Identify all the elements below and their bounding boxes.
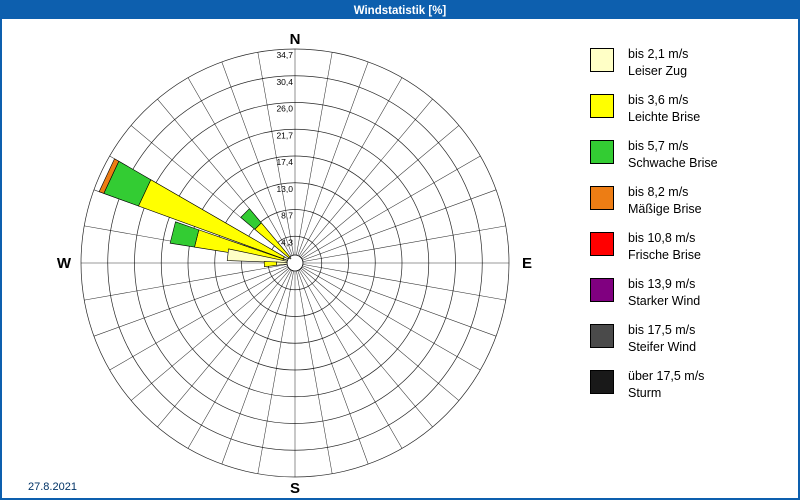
- legend-text: bis 5,7 m/s Schwache Brise: [628, 138, 718, 172]
- grid-spoke: [294, 155, 481, 264]
- grid-spoke: [294, 61, 369, 264]
- radial-tick-label: 17,4: [276, 157, 293, 167]
- legend-item: bis 3,6 m/s Leichte Brise: [590, 92, 790, 126]
- grid-spoke: [294, 262, 433, 428]
- legend-speed-label: bis 8,2 m/s: [628, 185, 689, 199]
- grid-spoke: [257, 262, 296, 474]
- compass-label-w: W: [57, 255, 72, 272]
- legend-item: bis 8,2 m/s Mäßige Brise: [590, 184, 790, 218]
- legend-speed-label: bis 13,9 m/s: [628, 277, 696, 291]
- radial-tick-label: 21,7: [276, 130, 293, 140]
- radial-tick-label: 13,0: [276, 184, 293, 194]
- petal-segment: [98, 158, 120, 194]
- radial-tick-label: 34,7: [276, 50, 293, 60]
- grid-spoke: [294, 262, 369, 465]
- radial-tick-label: 26,0: [276, 104, 293, 114]
- grid-spoke: [294, 77, 403, 264]
- grid-spoke: [221, 262, 296, 465]
- legend-text: bis 10,8 m/s Frische Brise: [628, 230, 701, 264]
- grid-spoke: [294, 189, 497, 264]
- legend: bis 2,1 m/s Leiser Zug bis 3,6 m/s Leichte …: [590, 46, 790, 402]
- grid-spoke: [294, 52, 333, 264]
- legend-speed-label: über 17,5 m/s: [628, 369, 705, 383]
- window-title: Windstatistik [%]: [353, 4, 447, 17]
- compass-label-s: S: [290, 480, 300, 497]
- legend-color-swatch: [590, 186, 614, 210]
- compass-label-e: E: [522, 255, 532, 272]
- grid-spoke: [130, 262, 296, 401]
- grid-spoke: [294, 98, 433, 264]
- legend-speed-label: bis 5,7 m/s: [628, 139, 689, 153]
- grid-spoke: [187, 262, 296, 449]
- grid-spoke: [187, 77, 296, 264]
- petal-segment: [240, 208, 262, 230]
- legend-item: bis 5,7 m/s Schwache Brise: [590, 138, 790, 172]
- legend-speed-label: bis 17,5 m/s: [628, 323, 696, 337]
- petal-segment: [226, 248, 288, 264]
- grid-spoke: [294, 262, 403, 449]
- grid-spoke: [84, 262, 296, 301]
- legend-name-label: Leiser Zug: [628, 64, 688, 78]
- legend-speed-label: bis 2,1 m/s: [628, 47, 689, 61]
- grid-spoke: [93, 262, 296, 337]
- radial-tick-label: 8,7: [281, 211, 293, 221]
- legend-name-label: Steifer Wind: [628, 340, 697, 354]
- grid-spoke: [294, 125, 460, 264]
- legend-name-label: Starker Wind: [628, 294, 701, 308]
- grid-spoke: [157, 262, 296, 428]
- grid-spoke: [294, 262, 506, 301]
- legend-item: über 17,5 m/s Sturm: [590, 368, 790, 402]
- date-label: 27.8.2021: [28, 481, 77, 493]
- legend-name-label: Schwache Brise: [628, 156, 718, 170]
- title-bar: Windstatistik [%]: [2, 2, 798, 19]
- legend-color-swatch: [590, 232, 614, 256]
- grid-spoke: [294, 262, 460, 401]
- legend-text: bis 2,1 m/s Leiser Zug: [628, 46, 688, 80]
- radial-tick-label: 30,4: [276, 77, 293, 87]
- legend-item: bis 17,5 m/s Steifer Wind: [590, 322, 790, 356]
- legend-name-label: Leichte Brise: [628, 110, 701, 124]
- legend-name-label: Mäßige Brise: [628, 202, 702, 216]
- legend-name-label: Sturm: [628, 386, 662, 400]
- legend-color-swatch: [590, 278, 614, 302]
- legend-text: bis 17,5 m/s Steifer Wind: [628, 322, 696, 356]
- petal-segment: [263, 261, 277, 268]
- legend-text: über 17,5 m/s Sturm: [628, 368, 704, 402]
- legend-speed-label: bis 3,6 m/s: [628, 93, 689, 107]
- legend-text: bis 13,9 m/s Starker Wind: [628, 276, 700, 310]
- legend-color-swatch: [590, 324, 614, 348]
- legend-color-swatch: [590, 48, 614, 72]
- legend-item: bis 13,9 m/s Starker Wind: [590, 276, 790, 310]
- legend-item: bis 2,1 m/s Leiser Zug: [590, 46, 790, 80]
- legend-color-swatch: [590, 94, 614, 118]
- petal-segment: [169, 221, 200, 248]
- grid-spoke: [294, 262, 497, 337]
- compass-label-n: N: [290, 31, 301, 48]
- grid-spoke: [294, 262, 333, 474]
- grid-spoke: [221, 61, 296, 264]
- grid-spoke: [109, 262, 296, 371]
- legend-text: bis 3,6 m/s Leichte Brise: [628, 92, 700, 126]
- legend-color-swatch: [590, 370, 614, 394]
- grid-spoke: [294, 262, 481, 371]
- legend-text: bis 8,2 m/s Mäßige Brise: [628, 184, 702, 218]
- legend-speed-label: bis 10,8 m/s: [628, 231, 696, 245]
- legend-item: bis 10,8 m/s Frische Brise: [590, 230, 790, 264]
- legend-color-swatch: [590, 140, 614, 164]
- legend-name-label: Frische Brise: [628, 248, 701, 262]
- grid-spoke: [294, 225, 506, 264]
- radial-tick-label: 4,3: [281, 237, 293, 247]
- grid-spoke: [257, 52, 296, 264]
